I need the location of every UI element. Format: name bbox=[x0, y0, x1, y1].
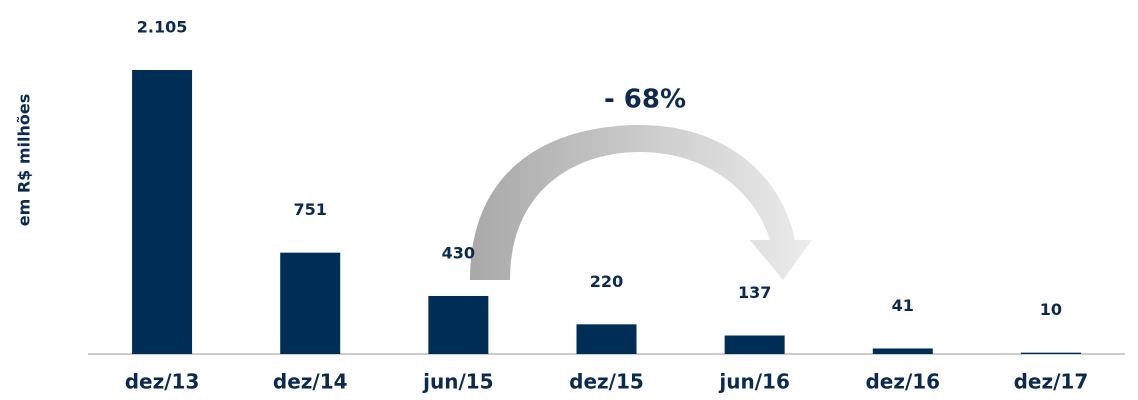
bar bbox=[872, 348, 933, 354]
bar bbox=[428, 295, 489, 354]
value-label: 10 bbox=[1040, 300, 1062, 319]
bar bbox=[1020, 352, 1081, 354]
bar bbox=[576, 324, 637, 354]
annotation: - 68% bbox=[604, 85, 686, 115]
bar bbox=[724, 335, 785, 354]
x-tick-label: jun/16 bbox=[718, 370, 789, 394]
x-tick-label: dez/16 bbox=[865, 370, 940, 394]
value-label: 137 bbox=[738, 283, 771, 302]
value-label: 751 bbox=[294, 200, 327, 219]
bar bbox=[132, 70, 193, 354]
y-axis-label: em R$ milhões bbox=[15, 94, 34, 227]
x-tick-label: dez/17 bbox=[1014, 370, 1089, 394]
bar bbox=[280, 252, 341, 354]
x-tick-label: dez/14 bbox=[273, 370, 348, 394]
value-label: 41 bbox=[892, 296, 914, 315]
arrow bbox=[470, 125, 812, 280]
x-tick-label: dez/13 bbox=[125, 370, 200, 394]
x-tick-label: dez/15 bbox=[569, 370, 644, 394]
value-label: 2.105 bbox=[137, 18, 188, 37]
value-label: 430 bbox=[442, 243, 475, 262]
x-tick-label: jun/15 bbox=[422, 370, 493, 394]
value-label: 220 bbox=[590, 272, 623, 291]
